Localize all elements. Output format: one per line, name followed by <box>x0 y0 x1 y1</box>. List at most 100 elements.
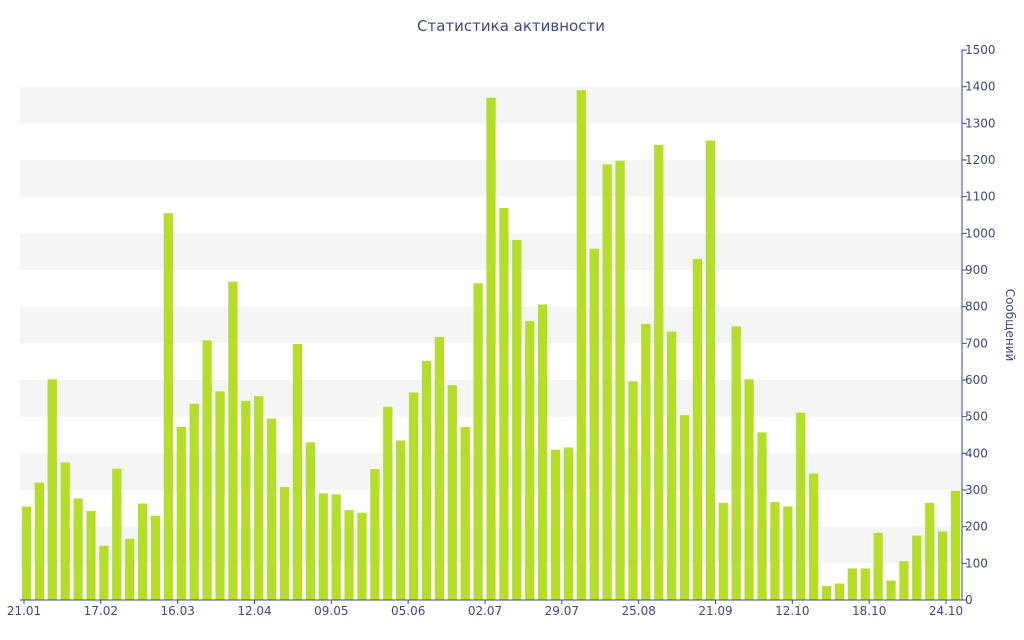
y-tick-label: 1200 <box>965 153 996 167</box>
bar <box>292 344 303 600</box>
bar <box>125 538 135 600</box>
bar <box>602 164 612 600</box>
y-tick-label: 700 <box>965 336 988 350</box>
bar <box>189 403 199 600</box>
x-tick-label: 05.06 <box>391 604 425 618</box>
y-tick-label: 1400 <box>965 80 996 94</box>
bar <box>860 568 870 600</box>
y-tick-label: 1100 <box>965 190 996 204</box>
bar <box>912 535 922 600</box>
x-tick-label: 29.07 <box>545 604 579 618</box>
bar <box>228 281 238 600</box>
bar <box>679 415 690 600</box>
y-tick-label: 900 <box>965 263 988 277</box>
bar <box>241 400 251 600</box>
x-axis-ticks: 21.01 17.02 16.03 12.04 09.05 05.06 02.07 29.07… <box>7 600 963 618</box>
y-tick-label: 1300 <box>965 116 996 130</box>
bar <box>796 412 806 600</box>
x-tick-label: 17.02 <box>84 604 118 618</box>
y-axis-ticks: 0 100 200 300 400 500 600 700 800 900 1000 1100 1200… <box>962 43 996 607</box>
bar <box>808 473 819 600</box>
bar <box>938 531 948 600</box>
bar <box>318 493 328 600</box>
bar <box>847 568 857 600</box>
bar <box>550 449 561 600</box>
bar <box>886 580 896 600</box>
bar <box>447 385 457 600</box>
bar <box>34 482 44 600</box>
x-tick-label: 24.10 <box>929 604 963 618</box>
x-tick-label: 02.07 <box>468 604 502 618</box>
bar <box>305 442 315 600</box>
x-tick-label: 18.10 <box>852 604 886 618</box>
bar <box>421 360 432 600</box>
bar <box>60 462 70 600</box>
bar <box>525 320 535 600</box>
x-tick-label: 12.04 <box>237 604 271 618</box>
bar <box>266 418 277 600</box>
bar <box>86 510 96 600</box>
x-tick-label: 25.08 <box>621 604 655 618</box>
bar <box>137 503 148 600</box>
bar <box>486 97 496 601</box>
bar <box>834 583 845 600</box>
bar <box>925 502 935 600</box>
bar <box>408 392 419 600</box>
bar <box>499 208 509 600</box>
bar <box>176 426 186 600</box>
bar <box>537 304 548 600</box>
y-tick-label: 1500 <box>965 43 996 57</box>
y-tick-label: 400 <box>965 446 988 460</box>
bar <box>21 506 32 600</box>
bar <box>396 440 406 600</box>
bar <box>576 90 586 600</box>
bar <box>99 545 109 600</box>
x-tick-label: 12.10 <box>775 604 809 618</box>
bar <box>254 396 264 600</box>
bar <box>654 144 664 600</box>
bar <box>331 494 341 600</box>
y-tick-label: 100 <box>965 556 988 570</box>
bar <box>718 502 728 600</box>
x-tick-label: 16.03 <box>160 604 194 618</box>
y-tick-label: 300 <box>965 483 988 497</box>
bar <box>770 502 780 600</box>
bar <box>821 586 832 600</box>
bar <box>628 381 638 600</box>
bar <box>370 469 380 600</box>
bar <box>589 248 599 601</box>
bar <box>434 337 445 600</box>
bar <box>692 259 703 600</box>
bar <box>950 490 961 600</box>
bar <box>705 140 716 600</box>
bar <box>163 213 174 601</box>
bar <box>47 379 57 600</box>
bar <box>473 283 483 600</box>
bar <box>899 561 909 600</box>
bar <box>215 391 225 600</box>
y-axis-label: Сообщений <box>1003 289 1017 362</box>
y-tick-label: 800 <box>965 300 988 314</box>
bar <box>73 498 83 600</box>
bar <box>615 160 625 601</box>
x-tick-label: 21.01 <box>7 604 41 618</box>
chart-title: Статистика активности <box>417 17 605 35</box>
bar <box>357 512 367 600</box>
bar <box>783 506 793 600</box>
bar <box>563 447 574 600</box>
y-tick-label: 500 <box>965 410 988 424</box>
bar <box>112 468 122 600</box>
bar <box>344 510 354 600</box>
bar <box>279 487 290 600</box>
bar <box>744 379 754 600</box>
x-tick-label: 09.05 <box>314 604 348 618</box>
bar <box>383 406 393 600</box>
y-tick-label: 1000 <box>965 226 996 240</box>
x-tick-label: 21.09 <box>698 604 732 618</box>
y-tick-label: 0 <box>965 593 973 607</box>
y-tick-label: 200 <box>965 520 988 534</box>
bar <box>460 426 470 600</box>
bar <box>641 323 651 600</box>
bar <box>731 326 741 600</box>
